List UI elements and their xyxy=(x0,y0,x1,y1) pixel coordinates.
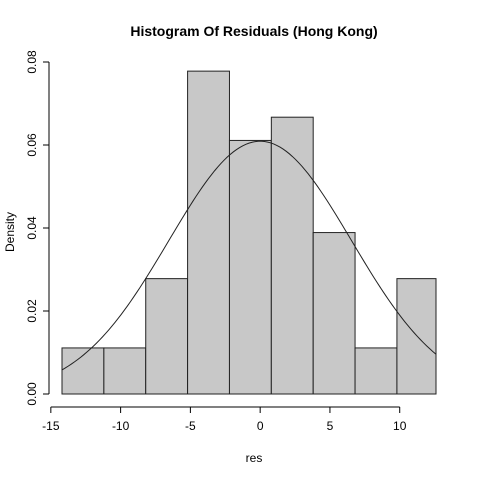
histogram-bar-9 xyxy=(396,278,437,395)
y-tick-label: 0.08 xyxy=(25,50,39,74)
y-axis-label: Density xyxy=(3,212,17,252)
x-tick-label: -5 xyxy=(185,419,196,433)
y-tick-label: 0.00 xyxy=(25,382,39,406)
histogram-bar-8 xyxy=(354,347,398,395)
chart-title: Histogram Of Residuals (Hong Kong) xyxy=(130,23,377,39)
histogram-bar-6 xyxy=(270,116,314,395)
y-tick-label: 0.02 xyxy=(25,299,39,323)
histogram-bar-5 xyxy=(228,139,272,395)
histogram-bar-4 xyxy=(187,70,230,395)
x-axis: -15 -10 -5 0 5 10 xyxy=(42,406,407,433)
histogram-bar-2 xyxy=(103,347,147,395)
bars-group xyxy=(61,70,437,395)
y-tick-label: 0.04 xyxy=(25,216,39,240)
x-tick-label: -10 xyxy=(112,419,130,433)
histogram-bar-3 xyxy=(145,278,189,395)
y-axis: 0.00 0.02 0.04 0.06 0.08 xyxy=(25,50,50,406)
x-tick-label: 5 xyxy=(327,419,334,433)
y-tick-label: 0.06 xyxy=(25,133,39,157)
histogram-bar-7 xyxy=(312,232,356,395)
x-tick-label: 0 xyxy=(257,419,264,433)
x-axis-label: res xyxy=(246,451,263,465)
normal-density-curve xyxy=(61,140,437,371)
x-tick-label: 10 xyxy=(393,419,407,433)
x-tick-label: -15 xyxy=(42,419,60,433)
